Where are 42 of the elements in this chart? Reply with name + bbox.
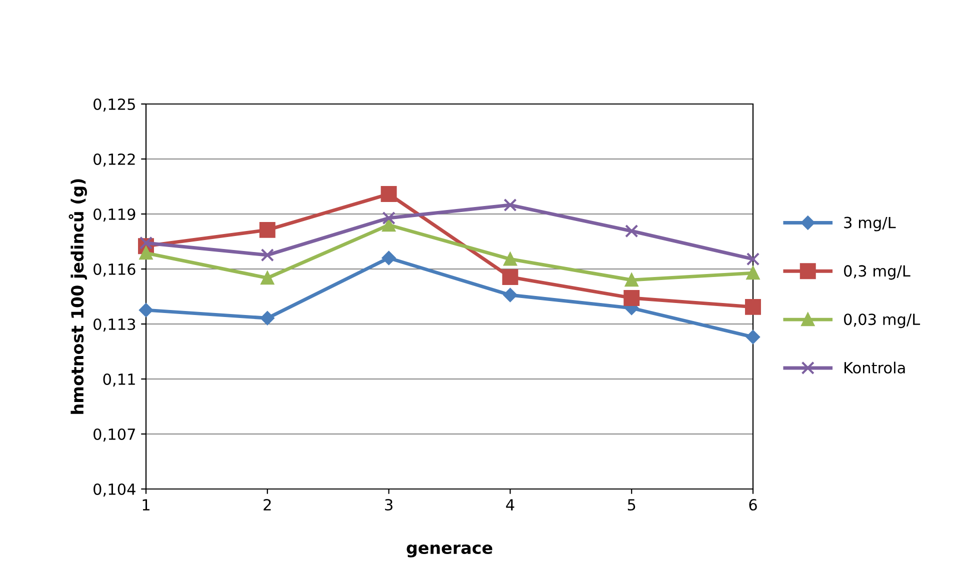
x-tick-label: 3 xyxy=(385,498,392,511)
legend-label: 0,3 mg/L xyxy=(844,265,910,280)
point xyxy=(139,246,153,260)
x-tick-label: 4 xyxy=(506,499,514,510)
x-tick-label: 2 xyxy=(264,498,271,510)
point xyxy=(504,252,517,266)
point xyxy=(260,248,274,262)
point xyxy=(746,330,760,344)
point xyxy=(504,198,517,212)
point xyxy=(625,273,638,287)
point xyxy=(503,288,518,302)
y-tick-label: 0,11 xyxy=(103,373,135,387)
y-axis-title: hmotnost 100 jedinců (g) xyxy=(68,179,87,414)
legend-label: Kontrola xyxy=(844,362,905,374)
y-tick-label: 0,107 xyxy=(94,428,135,442)
y-tick-label: 0,125 xyxy=(94,98,135,112)
point xyxy=(139,303,153,318)
point xyxy=(260,311,274,326)
point xyxy=(139,236,153,250)
legend-label: 3 mg/L xyxy=(844,216,896,232)
x-tick-label: 6 xyxy=(749,498,757,511)
point xyxy=(746,266,760,280)
y-tick-label: 0,116 xyxy=(94,263,136,277)
point xyxy=(260,271,274,285)
x-tick-label: 1 xyxy=(142,499,150,510)
point xyxy=(382,218,396,232)
x-tick-label: 5 xyxy=(628,499,636,511)
point xyxy=(624,290,640,306)
y-tick-label: 0,122 xyxy=(94,153,135,167)
point xyxy=(745,298,761,315)
point xyxy=(502,269,518,286)
point xyxy=(382,251,396,265)
point xyxy=(625,224,638,238)
point xyxy=(746,252,760,266)
y-tick-label: 0,113 xyxy=(94,318,136,332)
point xyxy=(259,222,276,238)
y-tick-label: 0,104 xyxy=(94,483,136,497)
point xyxy=(382,211,396,225)
point xyxy=(380,186,397,202)
x-axis-title: generace xyxy=(406,544,492,558)
legend-label: 0,03 mg/L xyxy=(844,314,920,328)
y-tick-label: 0,119 xyxy=(94,208,136,222)
